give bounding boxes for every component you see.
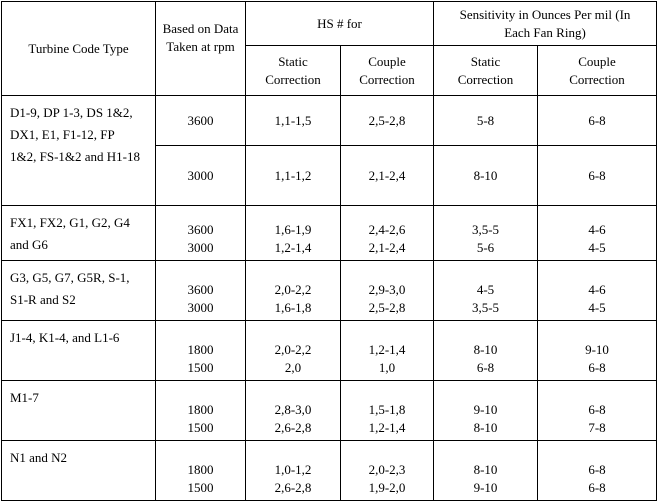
data-cell: 2,5-2,8 [340,95,434,146]
table-row: J1-4, K1-4, and L1-6 1800 2,0-2,2 1,2-1,4 8-… [1,320,657,381]
data-cell: 2,8-3,0 [245,380,341,419]
data-cell: 3000 [155,238,246,261]
data-cell: 2,5-2,8 [340,298,434,321]
data-cell: 6-8 [536,478,657,501]
table-row: FX1, FX2, G1, G2, G4 and G6 3600 1,6-1,9 2,… [1,205,657,261]
data-cell: 1,1-1,2 [245,145,341,206]
data-cell: 2,9-3,0 [340,260,434,299]
header-cell: Couple Correction [536,45,657,96]
table-row: 3000 1,6-1,8 2,5-2,8 3,5-5 4-5 [2,298,657,321]
data-cell: 3000 [155,145,246,206]
data-cell: 7-8 [536,418,657,441]
type-cell: G3, G5, G7, G5R, S-1, S1-R and S2 [1,260,156,321]
data-cell: 1,1-1,5 [245,95,341,146]
data-cell: 6-8 [536,95,657,146]
data-cell: 9-10 [433,478,538,501]
data-cell: 2,0-2,2 [245,320,341,359]
data-cell: 9-10 [433,380,538,419]
table-row: D1-9, DP 1-3, DS 1&2, DX1, E1, F1-12, FP… [1,95,657,206]
data-cell: 3600 [155,205,246,239]
data-cell: 5-8 [433,95,538,146]
data-cell: 3000 [155,298,246,321]
header-cell: Static Correction [245,45,341,96]
data-cell: 2,0-2,2 [245,260,341,299]
data-cell: 4-6 [536,260,657,299]
data-cell: 2,4-2,6 [340,205,434,239]
data-cell: 5-6 [433,238,538,261]
data-cell: 1,2-1,4 [245,238,341,261]
data-cell: 6-8 [536,358,657,381]
table-row: 3000 1,1-1,2 2,1-2,4 8-10 6-8 [2,145,657,206]
table-row: M1-7 1800 2,8-3,0 1,5-1,8 9-10 6-8 [1,380,657,441]
data-cell: 8-10 [433,320,538,359]
data-cell: 3600 [155,260,246,299]
header-row: Turbine Code Type Based on Data Taken at… [1,1,657,96]
data-cell: 2,6-2,8 [245,478,341,501]
data-cell: 2,0 [245,358,341,381]
data-cell: 1,5-1,8 [340,380,434,419]
data-cell: 1500 [155,418,246,441]
data-cell: 6-8 [536,145,657,206]
type-cell: D1-9, DP 1-3, DS 1&2, DX1, E1, F1-12, FP… [1,95,156,206]
data-cell: 3,5-5 [433,205,538,239]
data-cell: 1800 [155,380,246,419]
data-cell: 1,9-2,0 [340,478,434,501]
data-cell: 2,1-2,4 [340,238,434,261]
data-cell: 1800 [155,440,246,479]
data-cell: 1500 [155,478,246,501]
data-cell: 4-5 [433,260,538,299]
data-cell: 2,6-2,8 [245,418,341,441]
header-cell: Based on Data Taken at rpm [155,1,246,96]
type-cell: M1-7 [1,380,156,441]
table-row: 1500 2,0 1,0 6-8 6-8 [2,358,657,381]
data-cell: 1,0 [340,358,434,381]
data-cell: 6-8 [433,358,538,381]
header-cell: Static Correction [433,45,538,96]
table-row: N1 and N2 1800 1,0-1,2 2,0-2,3 8-10 6-8 [1,440,657,501]
data-cell: 2,0-2,3 [340,440,434,479]
header-row: Static Correction Couple Correction Stat… [2,45,657,96]
data-cell: 4-5 [536,298,657,321]
table-row: 1500 2,6-2,8 1,9-2,0 9-10 6-8 [2,478,657,501]
data-cell: 9-10 [536,320,657,359]
type-cell: J1-4, K1-4, and L1-6 [1,320,156,381]
header-cell: HS # for [245,1,434,46]
data-cell: 1,6-1,9 [245,205,341,239]
type-cell: N1 and N2 [1,440,156,501]
type-cell: FX1, FX2, G1, G2, G4 and G6 [1,205,156,261]
data-cell: 1,2-1,4 [340,418,434,441]
data-cell: 8-10 [433,418,538,441]
data-cell: 8-10 [433,440,538,479]
data-cell: 3,5-5 [433,298,538,321]
data-cell: 6-8 [536,440,657,479]
data-cell: 1,6-1,8 [245,298,341,321]
data-cell: 8-10 [433,145,538,206]
data-cell: 1,0-1,2 [245,440,341,479]
data-cell: 1800 [155,320,246,359]
header-cell: Turbine Code Type [1,1,156,96]
data-cell: 4-6 [536,205,657,239]
table-row: 3000 1,2-1,4 2,1-2,4 5-6 4-5 [2,238,657,261]
data-cell: 2,1-2,4 [340,145,434,206]
data-cell: 1,2-1,4 [340,320,434,359]
header-cell: Couple Correction [340,45,434,96]
data-cell: 4-5 [536,238,657,261]
header-cell: Sensitivity in Ounces Per mil (In Each F… [432,1,657,46]
data-cell: 6-8 [536,380,657,419]
table-row: G3, G5, G7, G5R, S-1, S1-R and S2 3600 2,0… [1,260,657,321]
data-cell: 1500 [155,358,246,381]
data-cell: 3600 [155,95,246,146]
